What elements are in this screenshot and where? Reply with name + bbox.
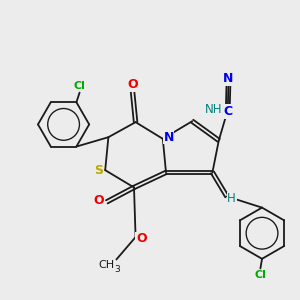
Text: NH: NH: [205, 103, 223, 116]
Text: O: O: [136, 232, 147, 245]
Text: S: S: [94, 164, 103, 177]
Text: CH: CH: [99, 260, 115, 270]
Text: O: O: [127, 78, 138, 91]
Text: Cl: Cl: [254, 271, 266, 281]
Text: N: N: [164, 131, 174, 144]
Text: 3: 3: [114, 265, 120, 274]
Text: H: H: [227, 193, 236, 206]
Text: O: O: [94, 194, 104, 207]
Text: N: N: [223, 72, 234, 86]
Text: Cl: Cl: [73, 81, 85, 91]
Text: 2: 2: [225, 110, 231, 119]
Text: C: C: [223, 105, 232, 118]
